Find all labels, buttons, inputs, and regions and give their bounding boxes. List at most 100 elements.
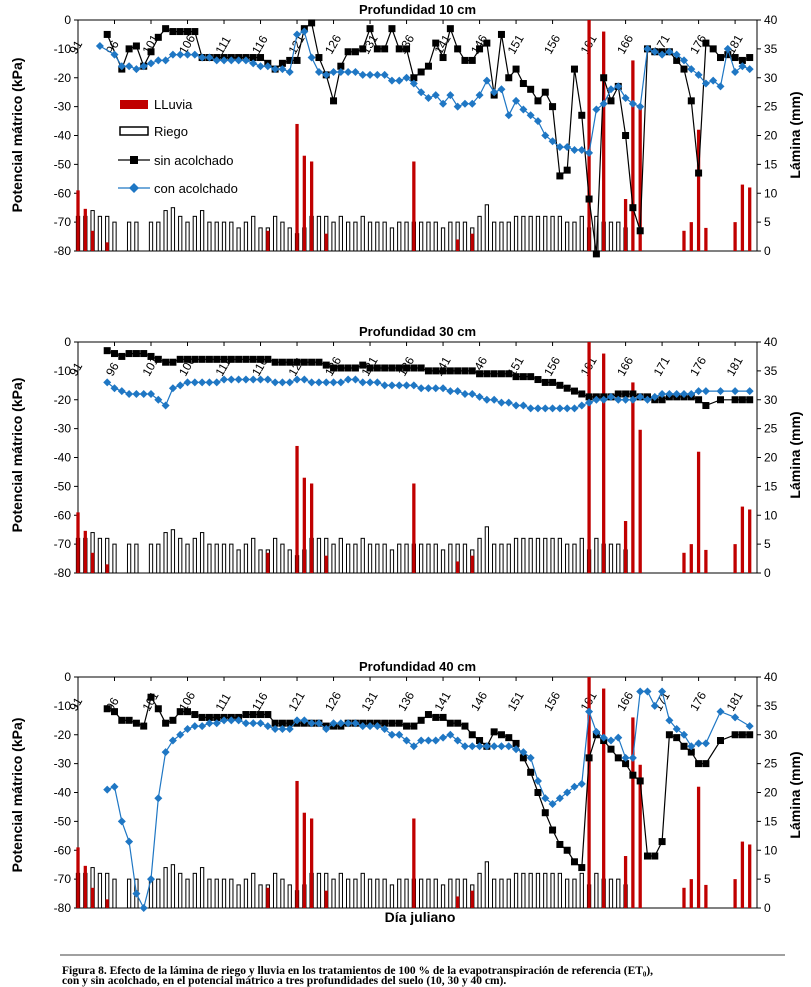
point-con-acolchado	[417, 736, 426, 745]
rain-bar	[266, 887, 270, 908]
y-tick-label-right: 40	[764, 670, 778, 684]
point-sin-acolchado	[191, 28, 199, 36]
point-sin-acolchado	[278, 358, 286, 366]
irrigation-bar	[404, 221, 409, 252]
irrigation-bar	[229, 878, 234, 909]
irrigation-bar	[236, 884, 241, 909]
rain-bar	[324, 233, 328, 251]
point-con-acolchado	[533, 117, 542, 126]
point-con-acolchado	[585, 398, 594, 407]
point-sin-acolchado	[417, 364, 425, 372]
rain-bar	[631, 60, 635, 251]
point-sin-acolchado	[695, 396, 703, 404]
point-con-acolchado	[234, 716, 243, 725]
irrigation-bar	[214, 878, 219, 909]
y-tick-label-right: 15	[764, 157, 778, 171]
irrigation-bar	[185, 221, 190, 252]
point-con-acolchado	[446, 91, 455, 100]
irrigation-bar	[484, 204, 490, 252]
point-con-acolchado	[606, 736, 615, 745]
irrigation-bar	[426, 878, 431, 909]
point-sin-acolchado	[249, 54, 257, 62]
x-tick-label: 166	[614, 689, 636, 714]
point-con-acolchado	[278, 65, 287, 74]
point-con-acolchado	[570, 404, 579, 413]
irrigation-bar	[112, 878, 117, 909]
point-con-acolchado	[300, 27, 309, 36]
irrigation-bar	[199, 210, 205, 252]
x-tick-label: 156	[541, 354, 563, 379]
series-line-sin-acolchado	[106, 21, 750, 254]
y-tick-label-right: 25	[764, 100, 778, 114]
point-sin-acolchado	[549, 378, 557, 386]
point-sin-acolchado	[534, 97, 542, 105]
point-sin-acolchado	[359, 361, 367, 369]
point-sin-acolchado	[476, 737, 484, 745]
point-con-acolchado	[147, 875, 156, 884]
point-sin-acolchado	[629, 204, 637, 212]
point-sin-acolchado	[541, 809, 549, 817]
point-sin-acolchado	[424, 367, 432, 375]
point-sin-acolchado	[454, 719, 462, 727]
point-con-acolchado	[716, 707, 725, 716]
point-con-acolchado	[599, 395, 608, 404]
point-con-acolchado	[541, 794, 550, 803]
point-con-acolchado	[212, 378, 221, 387]
y-tick-label-right: 20	[764, 786, 778, 800]
point-sin-acolchado	[446, 719, 454, 727]
point-con-acolchado	[117, 387, 126, 396]
rain-bar	[470, 555, 474, 573]
point-con-acolchado	[490, 742, 499, 751]
y-tick-label-right: 30	[764, 728, 778, 742]
rain-bar	[587, 20, 591, 251]
point-con-acolchado	[679, 56, 688, 65]
rain-bar	[740, 841, 745, 908]
irrigation-bar	[616, 878, 621, 909]
point-sin-acolchado	[680, 742, 688, 750]
point-con-acolchado	[636, 392, 645, 401]
point-con-acolchado	[329, 378, 338, 387]
x-tick-label: 126	[322, 689, 344, 714]
y-tick-label-right: 35	[764, 364, 778, 378]
point-con-acolchado	[614, 733, 623, 742]
point-con-acolchado	[628, 99, 637, 108]
point-sin-acolchado	[111, 708, 119, 716]
point-sin-acolchado	[658, 838, 666, 846]
point-sin-acolchado	[461, 367, 469, 375]
y-tick-label-right: 40	[764, 335, 778, 349]
point-con-acolchado	[424, 93, 433, 102]
point-sin-acolchado	[527, 373, 535, 381]
irrigation-bar	[316, 215, 322, 252]
point-con-acolchado	[220, 56, 229, 65]
irrigation-bar	[345, 221, 351, 252]
point-con-acolchado	[482, 76, 491, 85]
x-tick-label: 181	[724, 354, 746, 379]
point-con-acolchado	[628, 753, 637, 762]
point-con-acolchado	[285, 378, 294, 387]
point-sin-acolchado	[162, 358, 170, 366]
point-con-acolchado	[176, 50, 185, 59]
legend: LLuvia Riego sin acolchado con acolchado	[118, 97, 238, 196]
point-con-acolchado	[490, 395, 499, 404]
irrigation-bar	[550, 215, 555, 252]
point-sin-acolchado	[746, 731, 754, 739]
irrigation-bar	[331, 878, 336, 909]
point-sin-acolchado	[337, 364, 345, 372]
irrigation-bar	[513, 872, 519, 909]
point-sin-acolchado	[140, 722, 148, 730]
point-sin-acolchado	[527, 85, 535, 93]
point-con-acolchado	[322, 70, 331, 79]
point-sin-acolchado	[308, 358, 316, 366]
rain-bar	[623, 521, 628, 573]
rain-bar	[587, 677, 591, 908]
point-con-acolchado	[453, 387, 462, 396]
rain-bar	[324, 890, 328, 908]
point-con-acolchado	[241, 375, 250, 384]
point-con-acolchado	[132, 889, 141, 898]
irrigation-bar	[287, 884, 292, 909]
rain-bar	[682, 552, 686, 573]
point-sin-acolchado	[249, 355, 257, 363]
point-sin-acolchado	[154, 355, 162, 363]
rain-bar	[682, 230, 686, 251]
point-con-acolchado	[650, 47, 659, 56]
